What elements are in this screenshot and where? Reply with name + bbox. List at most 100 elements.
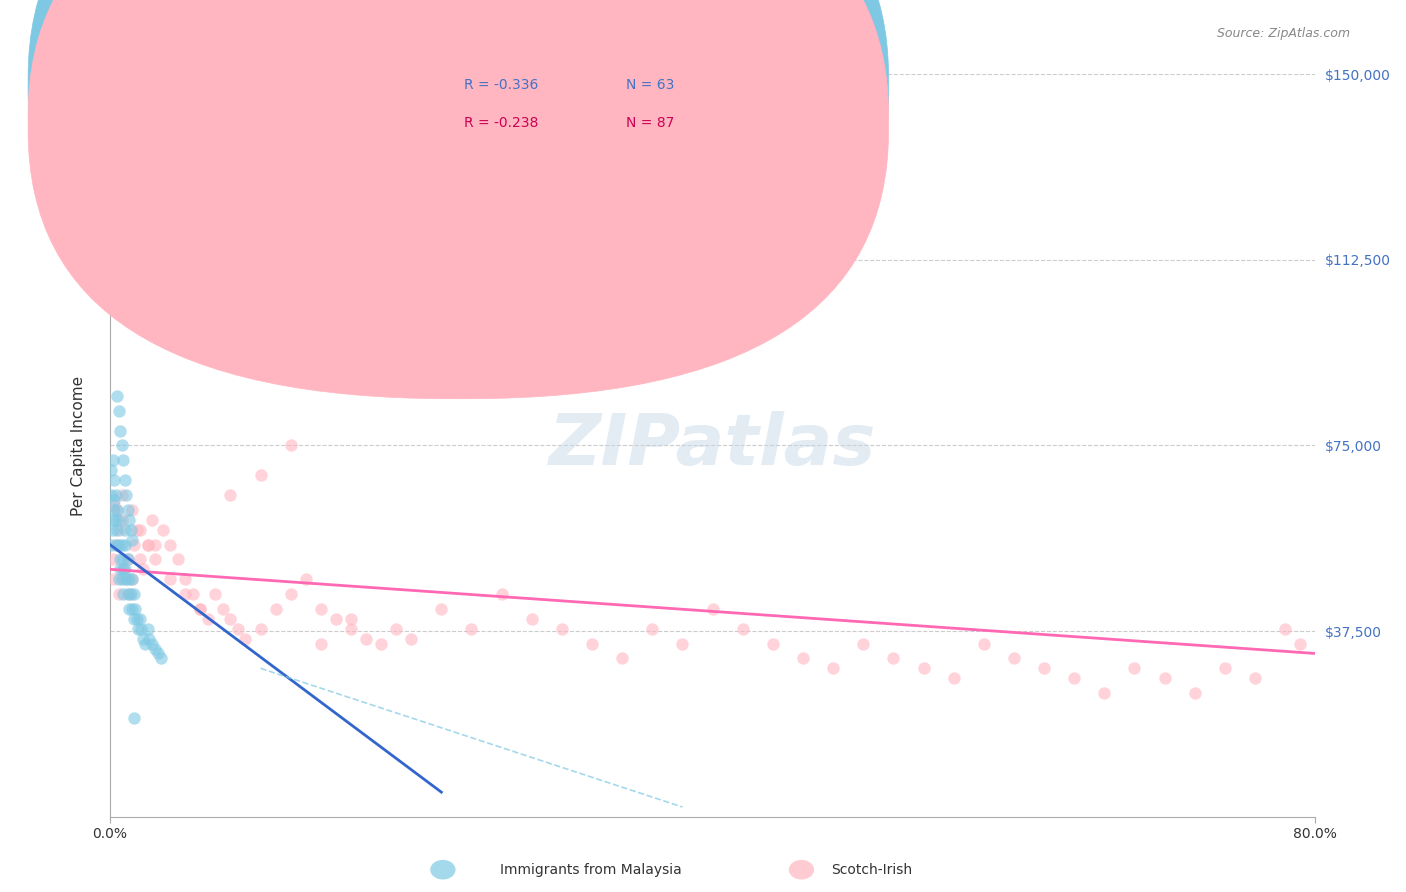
Point	[132, 632, 155, 646]
Point	[122, 612, 145, 626]
Point	[121, 533, 143, 547]
Point	[204, 587, 226, 601]
Point	[110, 523, 132, 537]
Point	[111, 513, 134, 527]
Point	[100, 488, 122, 502]
Point	[882, 651, 904, 665]
Point	[112, 562, 135, 576]
Text: N = 87: N = 87	[626, 116, 673, 130]
Point	[340, 622, 363, 636]
Point	[150, 651, 173, 665]
Point	[219, 612, 242, 626]
Point	[942, 671, 965, 685]
Point	[132, 562, 155, 576]
Point	[143, 552, 166, 566]
Point	[112, 587, 135, 601]
Point	[280, 438, 302, 452]
Point	[912, 661, 935, 675]
Point	[105, 389, 128, 403]
Point	[105, 503, 128, 517]
Point	[671, 636, 693, 650]
Text: Immigrants from Malaysia: Immigrants from Malaysia	[499, 863, 682, 877]
Point	[104, 513, 127, 527]
Point	[121, 572, 143, 586]
Point	[114, 473, 136, 487]
Point	[112, 562, 135, 576]
Point	[110, 424, 132, 438]
Point	[103, 503, 125, 517]
Point	[731, 622, 754, 636]
Point	[399, 632, 422, 646]
Point	[141, 636, 163, 650]
Point	[1002, 651, 1025, 665]
Point	[1153, 671, 1175, 685]
Point	[430, 602, 453, 616]
Point	[122, 587, 145, 601]
Point	[823, 661, 845, 675]
Point	[101, 513, 124, 527]
Point	[1213, 661, 1236, 675]
Point	[174, 572, 197, 586]
Point	[104, 226, 127, 240]
Point	[129, 552, 152, 566]
Point	[118, 602, 141, 616]
Point	[111, 572, 134, 586]
Point	[520, 612, 543, 626]
Point	[219, 488, 242, 502]
Point	[131, 622, 153, 636]
Point	[108, 587, 131, 601]
Point	[309, 636, 332, 650]
Point	[370, 636, 392, 650]
Point	[1184, 686, 1206, 700]
Point	[340, 612, 363, 626]
Point	[1063, 671, 1085, 685]
Point	[1289, 636, 1312, 650]
Point	[166, 552, 188, 566]
Point	[117, 552, 139, 566]
Point	[101, 523, 124, 537]
Point	[100, 537, 122, 551]
Point	[146, 647, 169, 661]
Point	[104, 537, 127, 551]
Point	[117, 587, 139, 601]
Point	[143, 641, 166, 656]
Point	[122, 537, 145, 551]
Point	[1092, 686, 1115, 700]
Point	[118, 587, 141, 601]
Point	[103, 498, 125, 512]
Point	[1274, 622, 1296, 636]
Point	[121, 503, 143, 517]
Text: Scotch-Irish: Scotch-Irish	[831, 863, 912, 877]
Text: ZIPatlas: ZIPatlas	[548, 411, 876, 480]
Point	[100, 463, 122, 477]
Point	[112, 453, 135, 467]
Point	[114, 523, 136, 537]
Point	[1033, 661, 1056, 675]
Text: R = -0.238: R = -0.238	[464, 116, 538, 130]
Point	[120, 523, 142, 537]
Point	[117, 503, 139, 517]
Point	[641, 622, 664, 636]
Point	[104, 488, 127, 502]
Point	[118, 572, 141, 586]
Point	[108, 404, 131, 418]
Point	[136, 537, 159, 551]
Point	[117, 552, 139, 566]
Point	[114, 537, 136, 551]
Point	[141, 513, 163, 527]
Point	[108, 513, 131, 527]
Point	[762, 636, 785, 650]
Point	[226, 622, 249, 636]
Point	[136, 622, 159, 636]
Text: N = 63: N = 63	[626, 78, 673, 92]
Point	[491, 587, 513, 601]
Point	[118, 513, 141, 527]
Point	[108, 537, 131, 551]
Point	[110, 552, 132, 566]
Point	[103, 492, 125, 507]
Point	[125, 523, 148, 537]
Point	[188, 602, 211, 616]
Point	[235, 632, 257, 646]
Point	[121, 602, 143, 616]
Point	[134, 636, 156, 650]
